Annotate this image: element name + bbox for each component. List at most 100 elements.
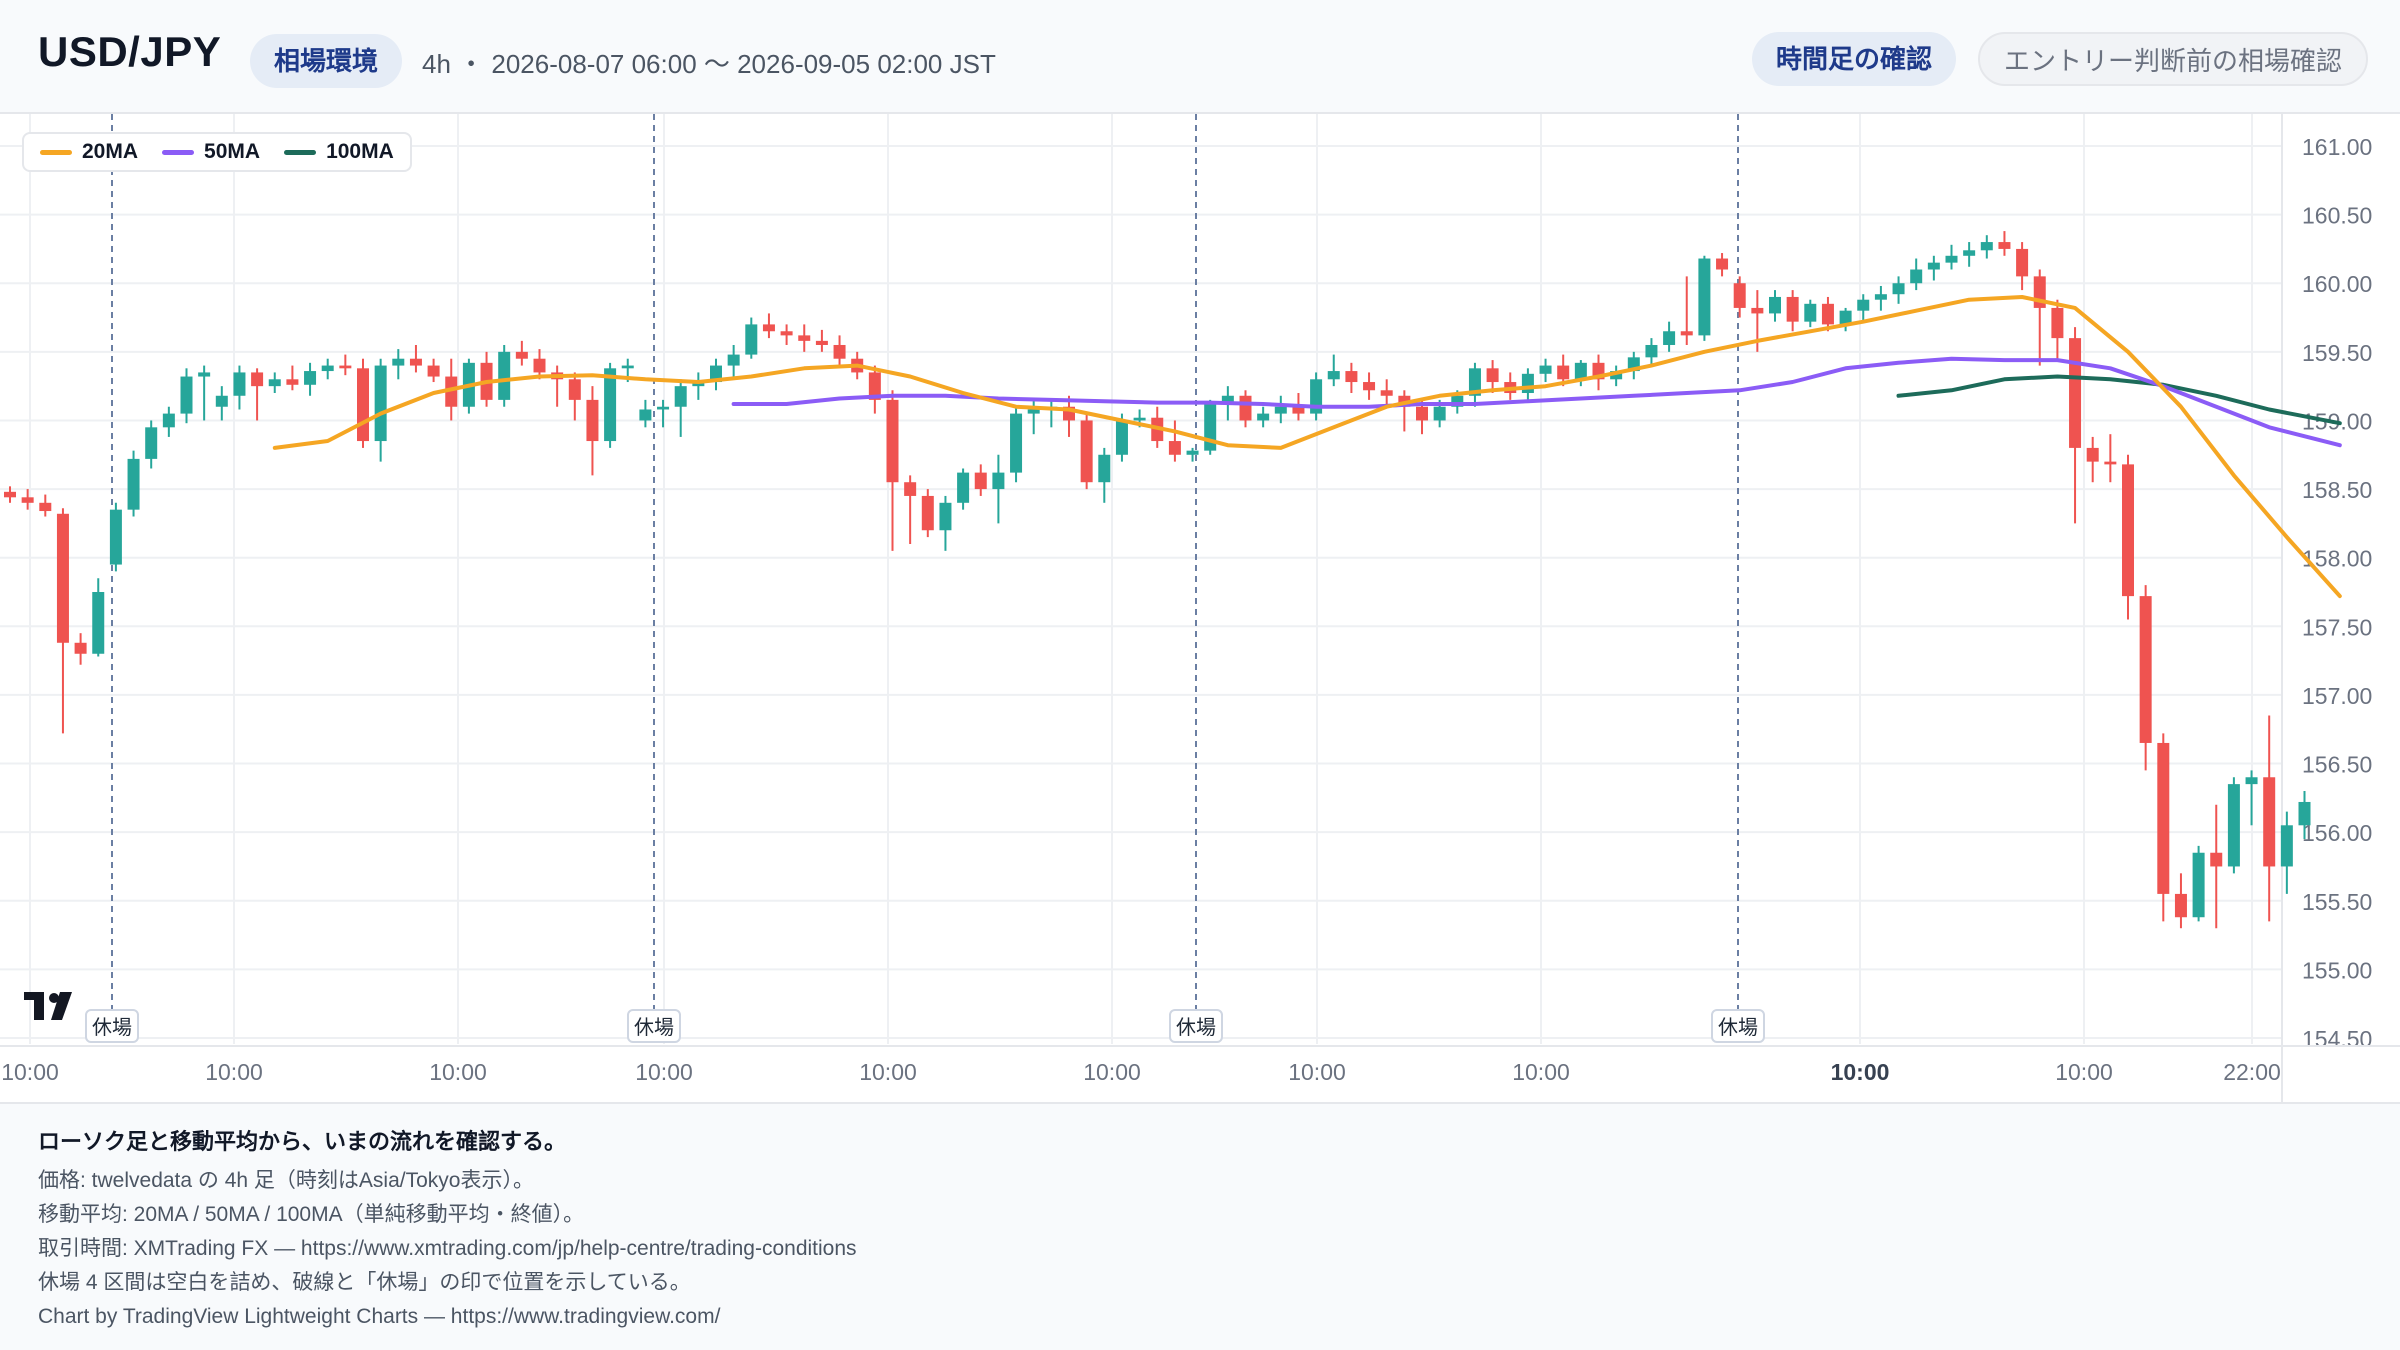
candle-body-up	[1874, 294, 1887, 300]
candle-body-down	[1486, 368, 1499, 383]
candle-body-up	[621, 365, 634, 369]
candle-body-up	[604, 368, 617, 442]
candlestick-chart[interactable]: 161.00160.50160.00159.50159.00158.50158.…	[0, 114, 2400, 1102]
timeframe-check-tab[interactable]: 時間足の確認	[1752, 32, 1957, 86]
candle-body-down	[4, 491, 16, 498]
candle-body-up	[1769, 296, 1781, 314]
footer-line-breaks: 休場 4 区間は空白を詰め、破線と「休場」の印で位置を示している。	[38, 1271, 691, 1294]
candle-body-down	[2210, 852, 2223, 867]
candle-body-down	[2069, 338, 2082, 448]
candle-body-up	[1433, 406, 1446, 421]
candle-body-down	[762, 324, 775, 332]
candle-body-up	[1698, 258, 1711, 336]
candle-body-down	[568, 379, 581, 400]
legend-label-ma20: 20MA	[82, 140, 139, 163]
candle-body-down	[974, 472, 987, 490]
candle-body-up	[1186, 450, 1199, 455]
x-tick-label: 10:00	[859, 1059, 917, 1085]
candle-body-up	[1027, 409, 1040, 414]
y-tick-label: 160.50	[2302, 203, 2372, 229]
candle-body-up	[1892, 283, 1905, 295]
candle-body-down	[286, 379, 299, 385]
candle-body-down	[427, 365, 440, 377]
candle-body-down	[56, 513, 69, 643]
entry-check-tab[interactable]: エントリー判断前の相場確認	[1978, 32, 2369, 86]
market-break-badge	[85, 1009, 139, 1043]
candle-body-down	[357, 368, 369, 442]
candle-body-up	[1645, 344, 1658, 358]
candle-body-up	[2280, 825, 2293, 867]
candle-body-up	[1327, 371, 1340, 380]
candle-body-down	[533, 358, 546, 373]
x-tick-label: 10:00	[2055, 1059, 2113, 1085]
y-tick-label: 155.50	[2302, 889, 2372, 915]
candle-body-up	[145, 427, 158, 459]
candle-body-up	[498, 351, 511, 400]
candle-body-up	[2192, 852, 2205, 918]
candle-body-up	[1804, 303, 1817, 322]
candle-body-down	[1751, 307, 1764, 314]
candle-body-down	[921, 495, 934, 531]
candle-body-down	[409, 358, 422, 366]
candle-body-up	[1521, 373, 1534, 394]
candle-body-up	[321, 365, 334, 372]
y-tick-label: 156.00	[2302, 820, 2372, 846]
candle-body-down	[21, 497, 34, 503]
candle-body-up	[1010, 413, 1023, 473]
market-break-label: 休場	[1176, 1016, 1216, 1039]
ma100-line	[1896, 374, 2342, 426]
candle-body-down	[833, 344, 846, 359]
legend-swatch-ma100	[284, 149, 317, 155]
candle-body-down	[2086, 447, 2099, 462]
market-break-badge	[627, 1009, 681, 1043]
candle-body-down	[39, 502, 52, 512]
candle-body-up	[2227, 784, 2240, 867]
y-tick-label: 159.50	[2302, 340, 2372, 366]
candle-body-up	[939, 502, 952, 531]
context-pill[interactable]: 相場環境	[250, 34, 403, 88]
candle-body-up	[1574, 362, 1587, 380]
candle-body-down	[1416, 406, 1428, 421]
x-tick-label: 10:00	[635, 1059, 693, 1085]
tradingview-logo[interactable]	[24, 990, 86, 1027]
candle-body-up	[657, 406, 670, 410]
candle-body-down	[2263, 777, 2276, 867]
candle-body-up	[2298, 801, 2311, 826]
candle-body-down	[1998, 242, 2011, 249]
x-tick-label: 10:00	[429, 1059, 487, 1085]
candle-body-down	[1557, 365, 1570, 380]
candle-body-up	[1221, 395, 1234, 404]
legend-swatch-ma50	[162, 149, 195, 155]
candle-body-up	[692, 382, 705, 387]
candle-body-up	[1910, 269, 1923, 284]
tradingview-logo-icon	[24, 992, 72, 1020]
candle-body-up	[1980, 242, 1993, 251]
x-tick-label: 10:00	[1, 1059, 59, 1085]
candle-body-up	[1963, 250, 1976, 256]
candle-body-down	[74, 642, 87, 654]
candle-body-up	[1663, 331, 1676, 345]
candle-body-down	[2157, 742, 2170, 894]
y-tick-label: 158.50	[2302, 477, 2372, 503]
candle-body-down	[798, 335, 811, 341]
candle-body-down	[2122, 464, 2134, 597]
candle-body-down	[1380, 390, 1393, 396]
candle-body-down	[251, 372, 264, 387]
legend-swatch-ma20	[40, 149, 72, 155]
footer-line-price: 価格: twelvedata の 4h 足（時刻はAsia/Tokyo表示）。	[38, 1169, 534, 1192]
candle-body-down	[1363, 382, 1376, 391]
candle-body-up	[233, 372, 246, 396]
candle-body-down	[515, 351, 528, 359]
candle-body-up	[1468, 368, 1481, 396]
candle-body-up	[745, 324, 758, 355]
candle-body-up	[198, 372, 211, 377]
y-tick-label: 156.50	[2302, 752, 2372, 778]
chart-area[interactable]: 161.00 160.50 160.00 159.50 159.00 158.50 158.…	[0, 114, 2400, 1102]
candle-body-down	[1239, 395, 1252, 421]
legend-label-ma50: 50MA	[204, 140, 261, 163]
y-tick-label: 157.50	[2302, 614, 2372, 640]
candle-body-up	[374, 365, 387, 442]
candle-body-down	[2051, 307, 2064, 339]
market-break-badge	[1711, 1009, 1765, 1043]
timeframe-range: 4h ・ 2026-08-07 06:00 〜 2026-09-05 02:00…	[422, 49, 996, 79]
